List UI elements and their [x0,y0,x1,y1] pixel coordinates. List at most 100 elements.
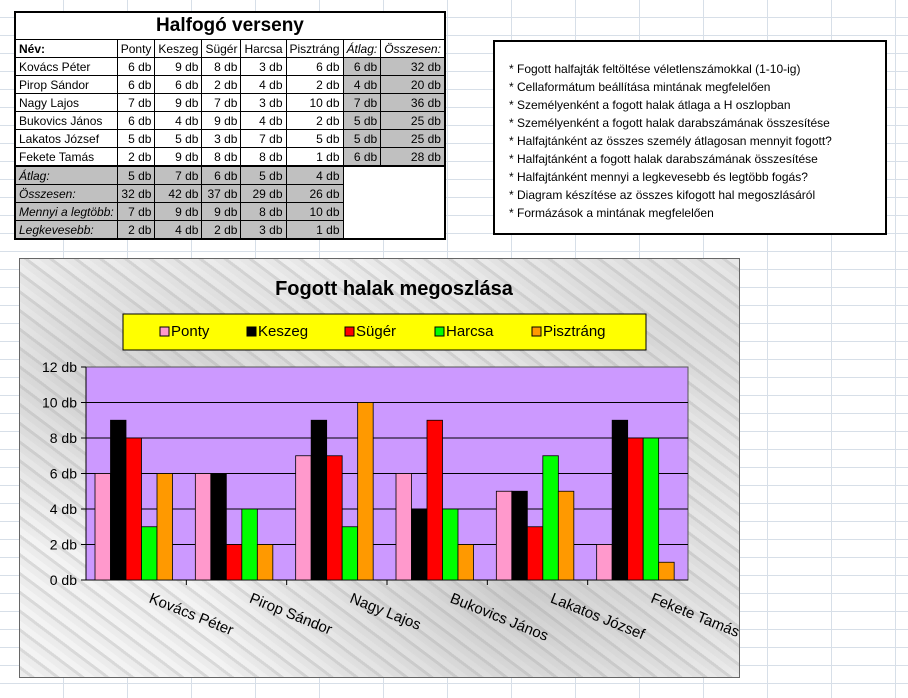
total-cell[interactable]: 25 db [380,129,446,148]
summary-value-cell[interactable]: 9 db [201,202,242,221]
average-cell[interactable]: 4 db [342,75,382,94]
empty-cell [381,185,445,203]
summary-value-cell[interactable]: 4 db [285,165,344,185]
chart-bar [256,544,274,581]
catch-cell[interactable]: 10 db [285,93,344,112]
catch-cell[interactable]: 9 db [154,147,203,167]
summary-label-cell[interactable]: Legkevesebb: [14,220,118,240]
summary-value-cell[interactable]: 8 db [240,202,287,221]
catch-cell[interactable]: 4 db [240,75,287,94]
catch-cell[interactable]: 6 db [116,75,156,94]
task-list-box: * Fogott halfajták feltöltése véletlensz… [493,40,887,235]
summary-value-cell[interactable]: 42 db [154,184,203,203]
person-name-cell[interactable]: Nagy Lajos [14,93,118,112]
catch-cell[interactable]: 3 db [201,129,242,148]
summary-value-cell[interactable]: 29 db [240,184,287,203]
summary-value-cell[interactable]: 32 db [116,184,156,203]
summary-value-cell[interactable]: 6 db [201,165,242,185]
summary-value-cell[interactable]: 10 db [285,202,344,221]
catch-cell[interactable]: 9 db [154,57,203,76]
catch-cell[interactable]: 2 db [201,75,242,94]
score-table: Halfogó verseny Név: Ponty Keszeg Sügér … [14,11,446,240]
summary-label-cell[interactable]: Mennyi a legtöbb: [14,202,118,221]
summary-value-cell[interactable]: 5 db [116,165,156,185]
chart-bar [225,544,243,581]
catch-cell[interactable]: 2 db [285,75,344,94]
chart-bar [426,419,443,581]
catch-cell[interactable]: 8 db [240,147,287,167]
total-cell[interactable]: 20 db [380,75,446,94]
catch-cell[interactable]: 9 db [201,111,242,130]
legend-label: Ponty [171,323,210,340]
chart-bar [457,544,474,581]
average-cell[interactable]: 7 db [342,93,382,112]
catch-cell[interactable]: 8 db [201,147,242,167]
empty-cell [343,165,381,185]
chart-bar [658,561,675,581]
summary-value-cell[interactable]: 2 db [116,220,156,240]
chart-bar [210,473,227,581]
summary-value-cell[interactable]: 3 db [240,220,287,240]
summary-label-cell[interactable]: Átlag: [14,165,118,185]
catch-cell[interactable]: 5 db [116,129,156,148]
catch-cell[interactable]: 6 db [285,57,344,76]
empty-cell [343,203,381,221]
summary-value-cell[interactable]: 5 db [240,165,287,185]
average-cell[interactable]: 6 db [342,57,382,76]
summary-row: Legkevesebb: 2 db 4 db 2 db 3 db 1 db [14,220,445,240]
catch-cell[interactable]: 3 db [240,57,287,76]
header-total: Összesen: [380,39,446,58]
summary-value-cell[interactable]: 7 db [154,165,203,185]
legend-swatch [246,326,257,337]
empty-cell [381,203,445,221]
catch-cell[interactable]: 2 db [285,111,344,130]
average-cell[interactable]: 6 db [342,147,382,167]
summary-value-cell[interactable]: 37 db [201,184,242,203]
catch-cell[interactable]: 2 db [116,147,156,167]
legend-label: Keszeg [258,323,308,340]
summary-value-cell[interactable]: 4 db [154,220,203,240]
catch-cell[interactable]: 6 db [116,111,156,130]
catch-cell[interactable]: 3 db [240,93,287,112]
summary-label-cell[interactable]: Összesen: [14,184,118,203]
person-name-cell[interactable]: Pirop Sándor [14,75,118,94]
summary-value-cell[interactable]: 2 db [201,220,242,240]
summary-value-cell[interactable]: 7 db [116,202,156,221]
x-tick-label: Pirop Sándor [247,590,335,639]
catch-cell[interactable]: 6 db [116,57,156,76]
average-cell[interactable]: 5 db [342,129,382,148]
person-name-cell[interactable]: Kovács Péter [14,57,118,76]
summary-value-cell[interactable]: 1 db [285,220,344,240]
catch-cell[interactable]: 5 db [285,129,344,148]
catch-cell[interactable]: 7 db [240,129,287,148]
task-item: * Személyenként a fogott halak darabszám… [509,116,830,130]
x-tick-label: Nagy Lajos [347,590,423,634]
header-name: Név: [14,39,118,58]
header-ponty: Ponty [116,39,156,58]
catch-cell[interactable]: 9 db [154,93,203,112]
chart-area[interactable]: Fogott halak megoszlása Ponty Keszeg Sügér H… [19,258,741,678]
catch-cell[interactable]: 5 db [154,129,203,148]
catch-cell[interactable]: 7 db [201,93,242,112]
empty-cell [381,221,445,240]
catch-cell[interactable]: 8 db [201,57,242,76]
total-cell[interactable]: 25 db [380,111,446,130]
total-cell[interactable]: 28 db [380,147,446,167]
chart-bar [241,508,258,581]
total-cell[interactable]: 36 db [380,93,446,112]
catch-cell[interactable]: 7 db [116,93,156,112]
chart-bar [357,402,374,581]
person-name-cell[interactable]: Lakatos József [14,129,118,148]
catch-cell[interactable]: 6 db [154,75,203,94]
person-name-cell[interactable]: Bukovics János [14,111,118,130]
average-cell[interactable]: 5 db [342,111,382,130]
catch-cell[interactable]: 1 db [285,147,344,167]
chart-bar [94,473,111,581]
summary-value-cell[interactable]: 9 db [154,202,203,221]
summary-value-cell[interactable]: 26 db [285,184,344,203]
y-tick-label: 12 db [42,359,77,375]
total-cell[interactable]: 32 db [380,57,446,76]
person-name-cell[interactable]: Fekete Tamás [14,147,118,167]
catch-cell[interactable]: 4 db [154,111,203,130]
catch-cell[interactable]: 4 db [240,111,287,130]
